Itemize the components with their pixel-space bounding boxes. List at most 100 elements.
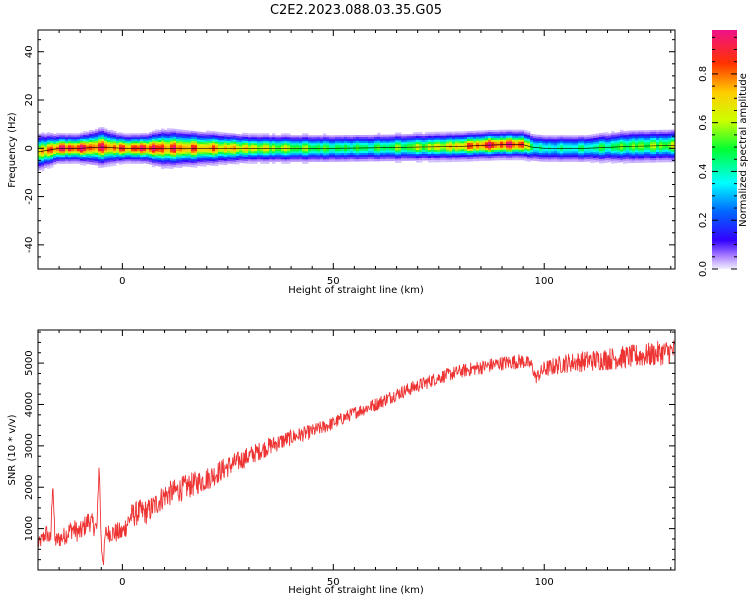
heatmap-cell: [248, 141, 252, 144]
heatmap-cell: [647, 160, 651, 163]
heatmap-cell: [284, 151, 288, 154]
heatmap-cell: [431, 151, 435, 155]
heatmap-cell: [281, 143, 285, 146]
heatmap-cell: [509, 135, 513, 139]
heatmap-cell: [377, 144, 381, 148]
heatmap-cell: [575, 157, 579, 160]
heatmap-cell: [224, 138, 228, 142]
heatmap-cell: [665, 129, 669, 133]
heatmap-cell: [488, 136, 492, 139]
heatmap-cell: [83, 145, 87, 148]
heatmap-cell: [98, 155, 102, 158]
heatmap-cell: [176, 159, 180, 162]
heatmap-cell: [140, 149, 144, 152]
heatmap-cell: [296, 135, 300, 138]
heatmap-cell: [170, 160, 174, 163]
heatmap-cell: [353, 153, 357, 156]
heatmap-cell: [203, 138, 207, 141]
heatmap-cell: [224, 152, 228, 156]
heatmap-cell: [569, 139, 573, 142]
heatmap-cell: [425, 149, 429, 153]
heatmap-cell: [71, 145, 75, 148]
heatmap-cell: [104, 158, 108, 162]
heatmap-cell: [431, 135, 435, 139]
heatmap-cell: [614, 142, 618, 146]
heatmap-cell: [101, 155, 105, 158]
heatmap-cell: [119, 140, 123, 143]
heatmap-cell: [560, 139, 564, 142]
heatmap-cell: [323, 155, 327, 158]
heatmap-cell: [524, 152, 528, 155]
heatmap-cell: [113, 143, 117, 146]
heatmap-cell: [479, 154, 483, 157]
heatmap-cell: [425, 141, 429, 145]
heatmap-cell: [419, 158, 423, 161]
heatmap-cell: [143, 132, 147, 136]
heatmap-cell: [359, 145, 363, 148]
heatmap-cell: [206, 132, 210, 136]
heatmap-cell: [662, 157, 666, 161]
heatmap-cell: [371, 144, 375, 148]
heatmap-cell: [44, 143, 48, 146]
heatmap-cell: [38, 165, 42, 169]
heatmap-cell: [356, 141, 360, 144]
heatmap-cell: [641, 152, 645, 155]
heatmap-cell: [254, 137, 258, 140]
heatmap-cell: [146, 139, 150, 142]
heatmap-cell: [179, 147, 183, 150]
heatmap-cell: [455, 131, 459, 134]
heatmap-cell: [650, 130, 654, 133]
heatmap-cell: [164, 157, 168, 161]
heatmap-cell: [527, 153, 531, 156]
heatmap-cell: [485, 132, 489, 135]
heatmap-cell: [92, 134, 96, 137]
heatmap-cell: [233, 155, 237, 159]
heatmap-cell: [203, 152, 207, 155]
heatmap-cell: [137, 135, 141, 138]
heatmap-cell: [89, 144, 93, 147]
heatmap-cell: [176, 161, 180, 164]
heatmap-cell: [332, 135, 336, 138]
heatmap-cell: [665, 135, 669, 139]
heatmap-cell: [215, 151, 219, 155]
heatmap-cell: [206, 154, 210, 158]
heatmap-cell: [473, 158, 477, 162]
heatmap-cell: [593, 142, 597, 145]
heatmap-cell: [653, 150, 657, 153]
heatmap-cell: [41, 158, 45, 162]
heatmap-cell: [572, 143, 576, 146]
heatmap-cell: [50, 161, 54, 164]
heatmap-cell: [623, 135, 627, 138]
heatmap-cell: [491, 156, 495, 159]
heatmap-cell: [485, 140, 489, 143]
heatmap-cell: [608, 157, 612, 161]
heatmap-cell: [521, 149, 525, 153]
heatmap-cell: [551, 145, 555, 148]
heatmap-cell: [224, 158, 228, 162]
heatmap-cell: [179, 163, 183, 166]
heatmap-cell: [77, 145, 81, 148]
heatmap-cell: [404, 142, 408, 145]
heatmap-cell: [458, 137, 462, 140]
heatmap-cell: [194, 143, 198, 146]
heatmap-cell: [113, 157, 117, 160]
heatmap-cell: [251, 161, 255, 164]
heatmap-cell: [41, 148, 45, 152]
heatmap-cell: [155, 159, 159, 162]
heatmap-cell: [179, 155, 183, 158]
heatmap-cell: [500, 149, 504, 153]
heatmap-cell: [293, 143, 297, 146]
heatmap-cell: [596, 157, 600, 161]
x-tick-label: 100: [535, 577, 554, 588]
heatmap-cell: [665, 131, 669, 135]
heatmap-cell: [494, 149, 498, 153]
heatmap-cell: [482, 134, 486, 137]
heatmap-cell: [59, 155, 63, 158]
heatmap-cell: [101, 133, 105, 136]
heatmap-cell: [173, 140, 177, 144]
heatmap-cell: [278, 153, 282, 156]
heatmap-cell: [473, 132, 477, 136]
heatmap-cell: [392, 138, 396, 142]
heatmap-cell: [89, 140, 93, 143]
heatmap-cell: [452, 133, 456, 137]
